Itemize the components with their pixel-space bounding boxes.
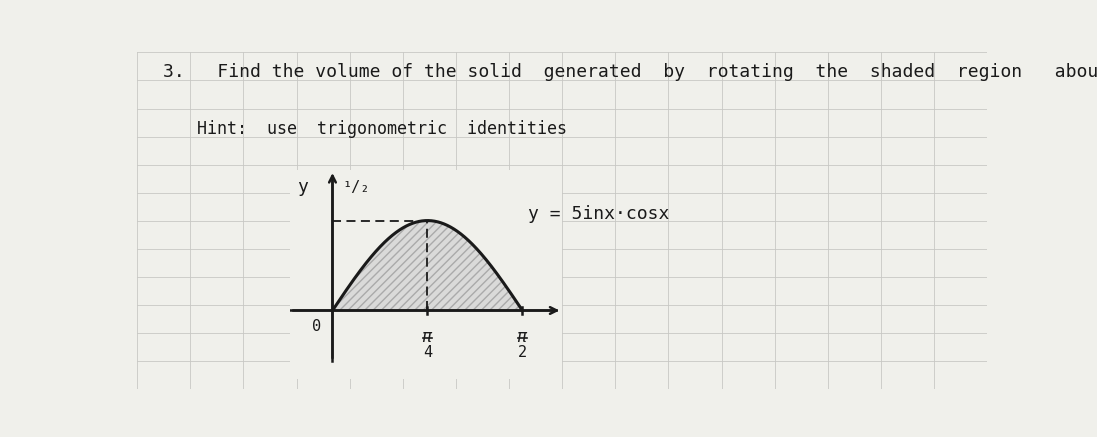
Text: Hint:  use  trigonometric  identities: Hint: use trigonometric identities: [196, 120, 567, 138]
Text: 3.   Find the volume of the solid  generated  by  rotating  the  shaded  region : 3. Find the volume of the solid generate…: [162, 62, 1097, 80]
Text: y = 5inx·cosx: y = 5inx·cosx: [529, 205, 669, 223]
